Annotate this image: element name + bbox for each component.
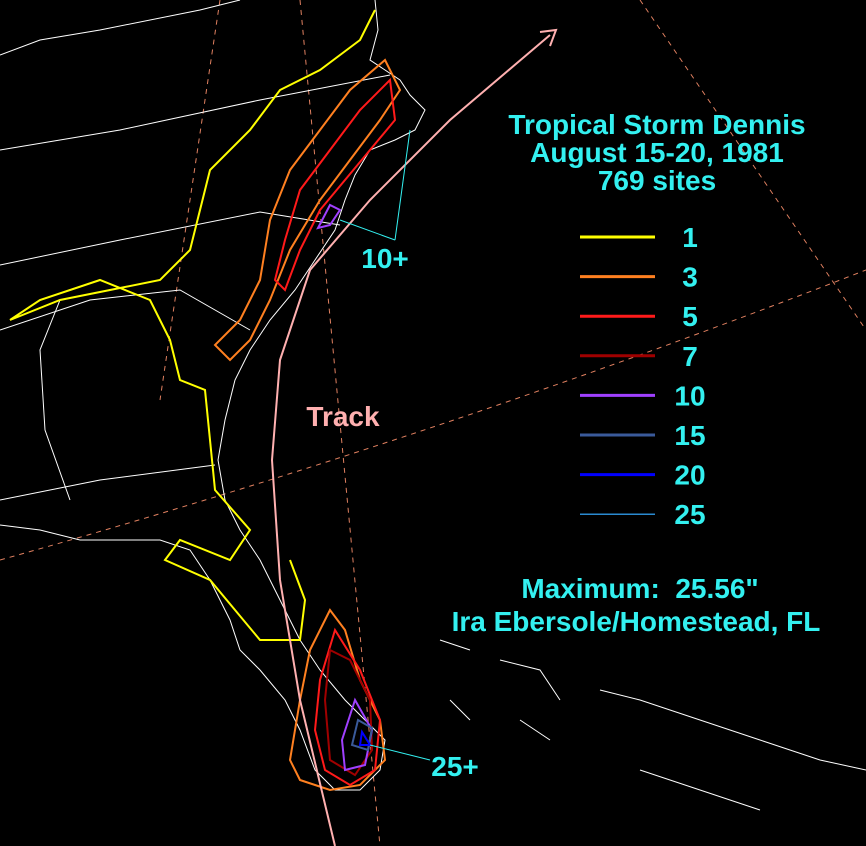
contour (350, 718, 374, 752)
coastline (0, 0, 866, 811)
contour (358, 729, 372, 746)
location: Ira Ebersole/Homestead, FL (452, 606, 821, 637)
maximum: Maximum: 25.56" (521, 573, 758, 604)
contour (288, 608, 387, 792)
title-line: 769 sites (598, 165, 716, 196)
contour (313, 627, 382, 787)
legend-label: 1 (682, 222, 698, 253)
track-label: Track (306, 401, 380, 432)
legend-label: 10 (674, 380, 705, 411)
track-arrow (539, 28, 558, 47)
legend: 1 3 5 7 10 15 20 25 (580, 222, 706, 530)
islands (439, 639, 866, 811)
state-border (39, 299, 71, 501)
legend-label: 7 (682, 341, 698, 372)
contour (273, 77, 397, 292)
state-border (0, 464, 216, 501)
pointer (369, 744, 431, 761)
legend-label: 3 (682, 262, 698, 293)
contours (9, 9, 402, 792)
legend-label: 20 (674, 460, 705, 491)
coast (0, 0, 426, 791)
contour (9, 9, 376, 641)
state-border (0, 211, 341, 266)
longitude-line (639, 0, 866, 331)
storm-track (270, 34, 551, 846)
contour (213, 58, 402, 362)
state-border (0, 74, 391, 151)
legend-label: 5 (682, 301, 698, 332)
contour (316, 203, 374, 772)
annotation: 10+ (361, 243, 409, 274)
contour (323, 648, 374, 777)
longitude-line (299, 0, 381, 846)
legend-label: 15 (674, 420, 705, 451)
title-line: Tropical Storm Dennis (508, 109, 805, 140)
state-border (0, 0, 241, 56)
longitude-line (159, 0, 221, 401)
legend-label: 25 (674, 499, 705, 530)
latitude-line (0, 269, 866, 561)
title-line: August 15-20, 1981 (530, 137, 784, 168)
annotation: 25+ (431, 751, 479, 782)
pointer (339, 129, 411, 241)
